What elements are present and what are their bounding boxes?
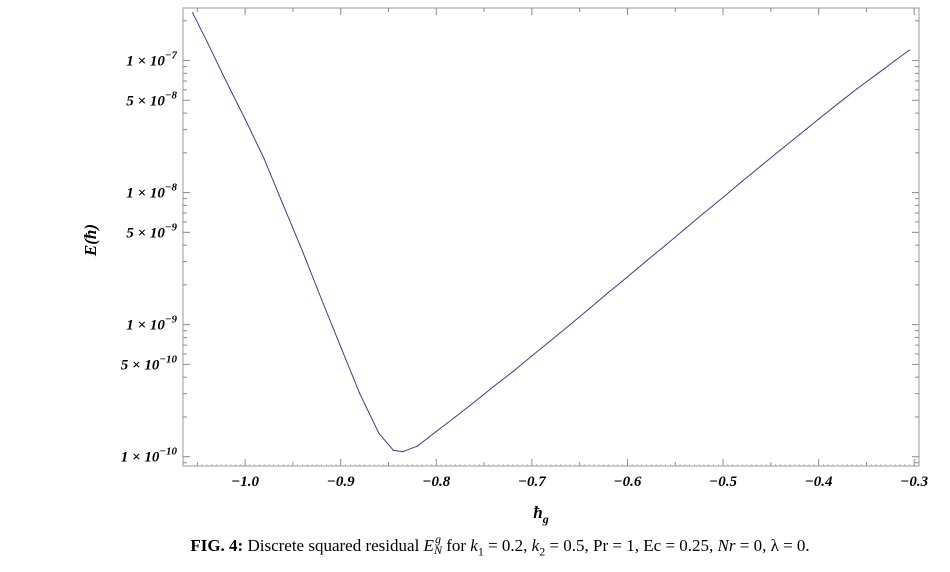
y-tick-label: 1 × 10−9 [126,314,177,334]
caption-k1: k [470,536,478,555]
y-tick-label: 1 × 10−10 [121,446,178,466]
x-axis-label-main: ħ [533,503,542,522]
caption-k1-sub: 1 [477,544,484,559]
x-tick-label: −0.6 [614,474,642,490]
y-tick-label-base: 5 × 10 [126,93,165,109]
y-tick-label: 5 × 10−8 [126,89,177,109]
data-point [359,393,361,395]
y-tick-label-exponent: −10 [159,446,177,458]
caption-text-for: for [441,536,471,555]
data-point [894,59,896,62]
caption-k2: k [531,536,540,555]
y-tick-label-exponent: −9 [165,221,178,233]
caption-text: Discrete squared residual [243,536,424,555]
data-point [722,196,724,198]
data-point [684,228,686,230]
data-point [225,80,227,82]
tick-marks [183,8,919,466]
data-point [378,432,380,434]
data-point [301,250,304,252]
data-point [779,149,782,151]
y-tick-label-base: 5 × 10 [121,357,160,373]
x-tick-label: −0.5 [709,474,737,490]
data-point [244,118,246,120]
data-point [473,401,476,403]
data-point [626,276,629,278]
y-tick-label: 5 × 10−10 [121,353,178,373]
data-point [282,204,284,206]
data-point [646,260,648,262]
data-point [760,165,762,167]
y-tick-label-base: 5 × 10 [126,225,165,241]
x-tick-label: −0.4 [805,474,833,490]
data-point [206,40,208,42]
data-point [665,244,667,246]
data-point [416,445,418,447]
y-tick-label-base: 1 × 10 [126,318,165,334]
caption-k2-value: = 0.5, Pr = 1, Ec = 0.25, [545,536,718,555]
y-tick-label: 1 × 10−8 [126,182,177,202]
x-tick-label: −0.8 [422,474,450,490]
data-point [531,355,533,357]
caption-nr-value: = 0, λ = 0. [735,536,810,555]
y-tick-label-base: 1 × 10 [126,54,165,70]
x-tick-label: −0.9 [327,474,355,490]
series-line [192,12,910,453]
data-point [263,158,265,160]
y-tick-label: 1 × 10−7 [126,50,177,70]
data-point [741,180,743,182]
y-tick-label-exponent: −8 [165,89,178,101]
y-tick-label-exponent: −8 [165,182,178,194]
data-point [818,118,820,120]
y-tick-label-exponent: −7 [165,50,178,62]
caption-symbol-e: E [423,536,434,555]
x-axis-label-sub: g [542,512,549,526]
caption-symbol-e-sub: N [433,543,442,558]
data-point [192,12,194,14]
data-point [837,103,839,105]
x-tick-label: −0.7 [518,474,546,490]
y-tick-label-exponent: −9 [165,314,178,326]
x-axis-label: ħg [533,503,548,526]
y-axis-label: E(ħ) [81,224,100,257]
plot-frame [182,7,920,467]
caption-symbol-e-sup: g [434,532,441,547]
caption-k2-sub: 2 [539,544,546,559]
data-point [703,212,705,214]
x-tick-label: −0.3 [900,474,928,490]
y-tick-label-exponent: −10 [159,353,177,365]
data-point [512,371,514,373]
data-point [856,88,858,90]
data-point [607,291,610,294]
data-point [493,385,495,388]
data-point [550,339,552,341]
data-point [340,346,342,348]
y-tick-label-base: 1 × 10 [121,450,160,466]
series-group [192,12,911,453]
data-point [908,49,911,51]
x-tick-labels: −1.0 −0.9 −0.8 −0.7 −0.6 −0.5 −0.4 −0.3 [231,474,928,490]
x-tick-label: −1.0 [231,474,259,490]
caption-nr: Nr [717,536,736,555]
data-point [798,134,801,136]
data-point [875,74,877,76]
caption-figure-number: FIG. 4: [190,536,244,555]
y-tick-label: 5 × 10−9 [126,221,177,241]
data-point [392,449,394,451]
data-point [569,324,571,326]
data-point [402,451,404,453]
data-point [454,416,456,418]
y-tick-labels: 1 × 10−75 × 10−81 × 10−85 × 10−91 × 10−9… [121,50,178,466]
data-point [588,308,590,310]
caption-k1-value: = 0.2, [483,536,532,555]
data-point [321,298,323,301]
data-point [435,430,437,433]
y-tick-label-base: 1 × 10 [126,186,165,202]
